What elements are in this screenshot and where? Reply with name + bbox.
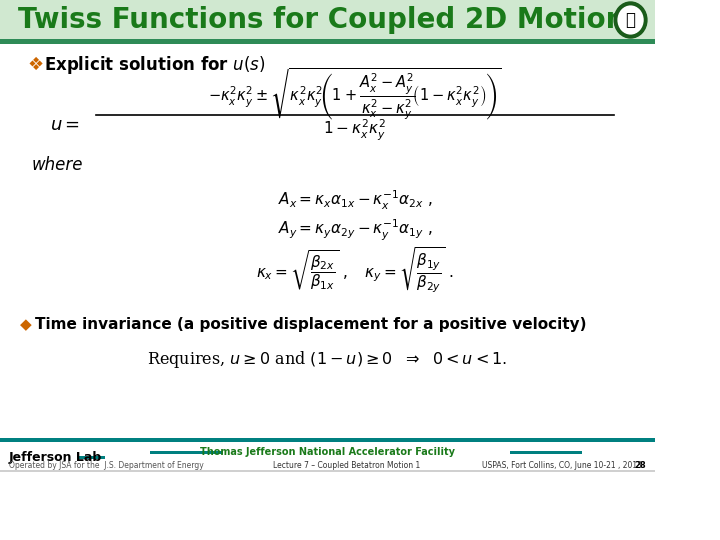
Text: $\kappa_x = \sqrt{\dfrac{\beta_{2x}}{\beta_{1x}}}\ ,\quad \kappa_y = \sqrt{\dfra: $\kappa_x = \sqrt{\dfrac{\beta_{2x}}{\be… xyxy=(256,245,454,295)
FancyBboxPatch shape xyxy=(0,39,655,44)
Text: Lecture 7 – Coupled Betatron Motion 1: Lecture 7 – Coupled Betatron Motion 1 xyxy=(273,462,420,470)
Text: $A_x = \kappa_x\alpha_{1x} - \kappa_x^{-1}\alpha_{2x}\ ,$: $A_x = \kappa_x\alpha_{1x} - \kappa_x^{-… xyxy=(277,188,432,212)
Text: Thomas Jefferson National Accelerator Facility: Thomas Jefferson National Accelerator Fa… xyxy=(200,447,455,457)
FancyBboxPatch shape xyxy=(0,442,655,472)
Text: USPAS, Fort Collins, CO, June 10-21 , 2013: USPAS, Fort Collins, CO, June 10-21 , 20… xyxy=(482,462,642,470)
Text: Requires, $u \geq 0$ and $(1 - u) \geq 0$  $\Rightarrow$  $0 < u < 1.$: Requires, $u \geq 0$ and $(1 - u) \geq 0… xyxy=(148,349,508,370)
FancyBboxPatch shape xyxy=(0,470,655,472)
Text: Jefferson Lab: Jefferson Lab xyxy=(9,450,102,463)
Text: 28: 28 xyxy=(634,462,646,470)
Text: Time invariance (a positive displacement for a positive velocity): Time invariance (a positive displacement… xyxy=(35,318,586,333)
Text: where: where xyxy=(32,156,84,174)
FancyBboxPatch shape xyxy=(0,438,655,442)
FancyBboxPatch shape xyxy=(150,451,223,454)
Text: ◆: ◆ xyxy=(20,318,32,333)
Text: $u =$: $u =$ xyxy=(50,116,80,134)
Text: $A_y = \kappa_y\alpha_{2y} - \kappa_y^{-1}\alpha_{1y}\ ,$: $A_y = \kappa_y\alpha_{2y} - \kappa_y^{-… xyxy=(277,218,432,242)
Text: Operated by JSA for the  J.S. Department of Energy: Operated by JSA for the J.S. Department … xyxy=(9,462,204,470)
Text: $-\kappa_x^2\kappa_y^2 \pm \sqrt{\kappa_x^2\kappa_y^2\!\left(1+\dfrac{A_x^2-A_y^: $-\kappa_x^2\kappa_y^2 \pm \sqrt{\kappa_… xyxy=(208,67,502,123)
FancyBboxPatch shape xyxy=(77,456,104,459)
Text: 🐏: 🐏 xyxy=(626,11,636,29)
FancyBboxPatch shape xyxy=(0,0,655,40)
Circle shape xyxy=(614,2,647,38)
FancyBboxPatch shape xyxy=(510,451,582,454)
Text: ❖: ❖ xyxy=(27,56,43,74)
Text: Explicit solution for $\mathit{u}(\mathit{s})$: Explicit solution for $\mathit{u}(\mathi… xyxy=(44,54,265,76)
FancyBboxPatch shape xyxy=(0,44,655,472)
Circle shape xyxy=(616,4,645,36)
Text: Twiss Functions for Coupled 2D Motion: Twiss Functions for Coupled 2D Motion xyxy=(18,6,626,34)
Text: $1 - \kappa_x^2\kappa_y^2$: $1 - \kappa_x^2\kappa_y^2$ xyxy=(323,117,386,143)
